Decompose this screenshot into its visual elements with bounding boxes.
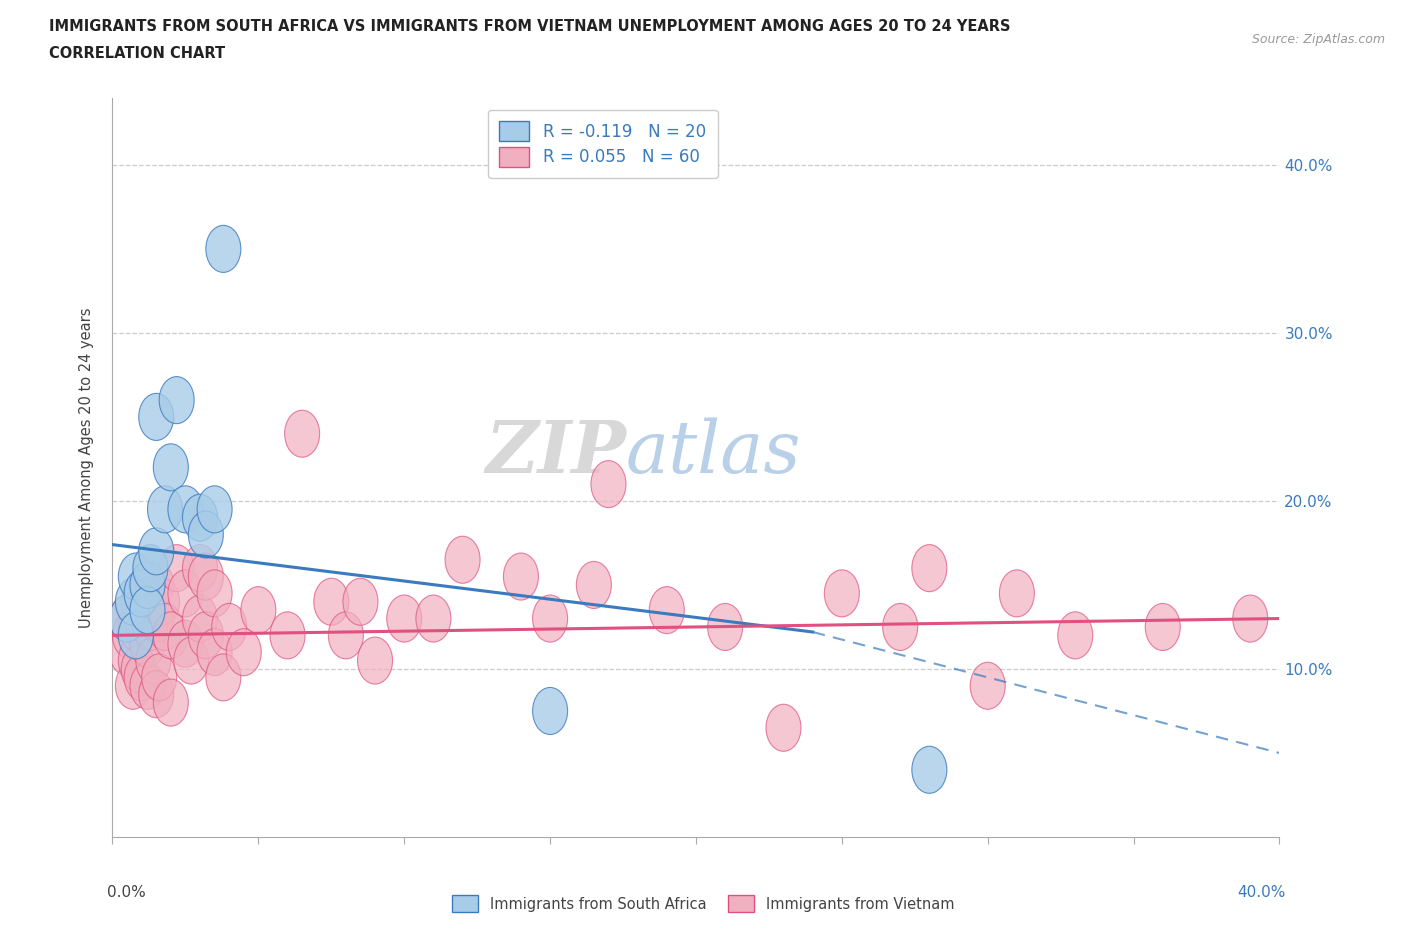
Ellipse shape <box>129 562 165 608</box>
Ellipse shape <box>121 578 156 625</box>
Legend: R = -0.119   N = 20, R = 0.055   N = 60: R = -0.119 N = 20, R = 0.055 N = 60 <box>488 110 717 179</box>
Text: Source: ZipAtlas.com: Source: ZipAtlas.com <box>1251 33 1385 46</box>
Ellipse shape <box>766 704 801 751</box>
Ellipse shape <box>912 545 946 591</box>
Ellipse shape <box>343 578 378 625</box>
Ellipse shape <box>188 612 224 658</box>
Ellipse shape <box>148 485 183 533</box>
Ellipse shape <box>1057 612 1092 658</box>
Ellipse shape <box>153 612 188 658</box>
Ellipse shape <box>167 570 202 617</box>
Ellipse shape <box>110 595 145 642</box>
Ellipse shape <box>314 578 349 625</box>
Ellipse shape <box>121 645 156 693</box>
Ellipse shape <box>197 485 232 533</box>
Ellipse shape <box>533 687 568 735</box>
Ellipse shape <box>446 537 479 583</box>
Ellipse shape <box>159 545 194 591</box>
Ellipse shape <box>270 612 305 658</box>
Ellipse shape <box>205 225 240 272</box>
Ellipse shape <box>139 595 174 642</box>
Ellipse shape <box>159 377 194 424</box>
Ellipse shape <box>650 587 685 633</box>
Legend: Immigrants from South Africa, Immigrants from Vietnam: Immigrants from South Africa, Immigrants… <box>446 890 960 918</box>
Ellipse shape <box>118 553 153 600</box>
Ellipse shape <box>1233 595 1268 642</box>
Ellipse shape <box>183 545 218 591</box>
Ellipse shape <box>110 629 145 676</box>
Ellipse shape <box>576 562 612 608</box>
Ellipse shape <box>212 604 246 650</box>
Ellipse shape <box>416 595 451 642</box>
Ellipse shape <box>329 612 363 658</box>
Ellipse shape <box>153 679 188 726</box>
Ellipse shape <box>112 612 148 658</box>
Ellipse shape <box>110 595 145 642</box>
Ellipse shape <box>533 595 568 642</box>
Ellipse shape <box>129 620 165 668</box>
Ellipse shape <box>139 671 174 718</box>
Ellipse shape <box>1146 604 1180 650</box>
Ellipse shape <box>118 612 153 658</box>
Ellipse shape <box>115 578 150 625</box>
Ellipse shape <box>284 410 319 458</box>
Ellipse shape <box>188 553 224 600</box>
Text: CORRELATION CHART: CORRELATION CHART <box>49 46 225 61</box>
Ellipse shape <box>183 494 218 541</box>
Ellipse shape <box>118 604 153 650</box>
Ellipse shape <box>153 444 188 491</box>
Ellipse shape <box>226 629 262 676</box>
Ellipse shape <box>148 604 183 650</box>
Ellipse shape <box>240 587 276 633</box>
Ellipse shape <box>205 654 240 701</box>
Text: 0.0%: 0.0% <box>107 885 145 900</box>
Ellipse shape <box>139 528 174 575</box>
Ellipse shape <box>197 570 232 617</box>
Ellipse shape <box>115 662 150 710</box>
Ellipse shape <box>124 570 159 617</box>
Ellipse shape <box>883 604 918 650</box>
Text: 40.0%: 40.0% <box>1237 885 1285 900</box>
Ellipse shape <box>167 620 202 668</box>
Ellipse shape <box>142 654 177 701</box>
Ellipse shape <box>124 595 159 642</box>
Ellipse shape <box>707 604 742 650</box>
Text: IMMIGRANTS FROM SOUTH AFRICA VS IMMIGRANTS FROM VIETNAM UNEMPLOYMENT AMONG AGES : IMMIGRANTS FROM SOUTH AFRICA VS IMMIGRAN… <box>49 19 1011 33</box>
Ellipse shape <box>124 654 159 701</box>
Ellipse shape <box>1000 570 1035 617</box>
Y-axis label: Unemployment Among Ages 20 to 24 years: Unemployment Among Ages 20 to 24 years <box>79 307 94 628</box>
Ellipse shape <box>970 662 1005 710</box>
Ellipse shape <box>134 545 167 591</box>
Ellipse shape <box>174 637 208 684</box>
Ellipse shape <box>188 511 224 558</box>
Ellipse shape <box>145 578 180 625</box>
Ellipse shape <box>134 604 167 650</box>
Ellipse shape <box>136 637 172 684</box>
Ellipse shape <box>387 595 422 642</box>
Ellipse shape <box>183 595 218 642</box>
Ellipse shape <box>503 553 538 600</box>
Ellipse shape <box>129 662 165 710</box>
Ellipse shape <box>357 637 392 684</box>
Ellipse shape <box>129 587 165 633</box>
Ellipse shape <box>139 562 174 608</box>
Ellipse shape <box>197 629 232 676</box>
Ellipse shape <box>824 570 859 617</box>
Ellipse shape <box>591 460 626 508</box>
Ellipse shape <box>139 393 174 441</box>
Text: ZIP: ZIP <box>485 417 626 488</box>
Text: atlas: atlas <box>626 418 801 488</box>
Ellipse shape <box>912 746 946 793</box>
Ellipse shape <box>167 485 202 533</box>
Ellipse shape <box>118 637 153 684</box>
